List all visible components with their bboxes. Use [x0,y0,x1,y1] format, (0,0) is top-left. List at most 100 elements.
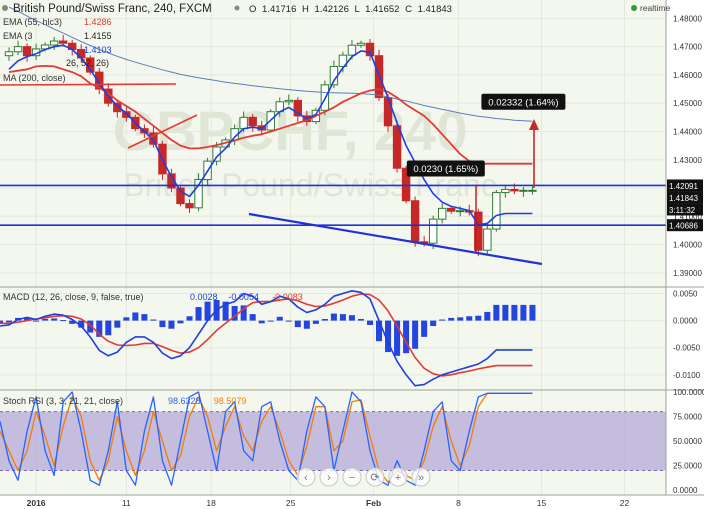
indicator-name[interactable]: EMA (55, hlc3) [3,17,62,27]
y-axis-labels: 1.48000 1.47000 1.46000 1.45000 1.44000 1.430… [667,14,704,495]
x-tick-label: 25 [286,498,296,508]
candle[interactable] [519,189,528,192]
candle[interactable] [428,218,438,244]
macd-histogram-bar [204,301,211,321]
stoch-title[interactable]: Stoch RSI (3, 3, 21, 21, close) [3,396,123,406]
candle[interactable] [501,188,510,194]
reset-button[interactable] [365,467,385,487]
macd-histogram-bar [105,320,112,336]
candle[interactable] [284,99,293,103]
ema55-line[interactable] [8,65,533,165]
candle[interactable] [58,40,68,44]
candle[interactable] [185,203,194,209]
price-panel[interactable]: 0.02332 (1.64%) 0.0230 (1.65%) [0,6,666,266]
visibility-icon[interactable] [234,5,240,11]
candle[interactable] [447,207,456,212]
macd-panel[interactable] [0,290,536,387]
candle[interactable] [113,102,122,113]
candle[interactable] [176,187,185,205]
candle[interactable] [149,132,158,145]
price-tick-label: 1.39000 [673,269,702,278]
macd-histogram-bar [520,304,527,321]
stoch-rsi-panel[interactable] [0,391,666,486]
candle[interactable] [293,99,303,117]
macd-histogram-bar [177,320,184,324]
zoom-in-button[interactable] [388,467,408,487]
macd-title[interactable]: MACD (12, 26, close, 9, false, true) [3,292,144,302]
x-tick-label: 18 [206,498,216,508]
candle[interactable] [22,46,32,57]
stoch-value: 98.5079 [214,396,247,406]
macd-histogram-bar [448,317,455,321]
x-tick-label: Feb [366,498,381,508]
macd-histogram-bar [439,319,446,321]
zoom-out-button[interactable] [342,467,362,487]
candle[interactable] [239,116,248,130]
candle[interactable] [392,125,402,169]
candle[interactable] [356,42,366,46]
macd-histogram-bar [195,307,202,321]
macd-histogram-bar [33,320,40,322]
price-tick-label: 1.48000 [673,14,702,23]
stoch-tick-label: 100.0000 [673,388,704,397]
candle[interactable] [122,111,131,118]
candle[interactable] [49,40,59,46]
price-tick-label: 1.43000 [673,156,702,165]
measure-callout[interactable] [481,93,566,110]
support-trend-line[interactable] [248,212,543,266]
candle[interactable] [474,211,483,251]
projection-arrowhead [529,119,539,130]
candle[interactable] [456,210,465,213]
x-tick-label: 22 [620,498,630,508]
macd-histogram-bar [330,313,337,321]
triangle-trend-line[interactable] [127,114,198,149]
x-tick-label: 8 [456,498,461,508]
candle[interactable] [492,192,501,230]
symbol-status-icon [2,5,8,11]
zoom-out-icon: − [349,472,355,484]
macd-tick-label: 0.0050 [673,290,698,299]
macd-histogram-bar [475,315,482,321]
candle[interactable] [338,54,348,67]
x-tick-label: 2016 [27,498,46,508]
scroll-left-button[interactable] [296,467,316,487]
candle[interactable] [410,200,420,243]
candle[interactable] [383,97,393,127]
stoch-k-line[interactable] [0,391,533,486]
symbol-title[interactable]: British Pound/Swiss Franc, 240, FXCM [13,3,212,15]
macd-histogram-bar [240,305,247,321]
candle[interactable] [437,207,447,220]
indicator-name[interactable]: MA (200, close) [3,73,66,83]
candle[interactable] [4,51,14,57]
price-tag-label: 1.41843 [669,194,698,203]
ema-fast-line[interactable] [8,44,533,226]
candle[interactable] [194,179,203,209]
indicator-name[interactable]: EMA (3 [3,31,33,41]
realtime-label: realtime [640,3,671,13]
candle[interactable] [483,228,492,251]
macd-line[interactable] [0,290,533,387]
candle[interactable] [95,71,104,90]
macd-histogram-bar [186,316,193,321]
scroll-right-button[interactable] [319,467,339,487]
candle[interactable] [401,167,411,202]
ma200-line[interactable] [8,6,533,122]
resistance-trend-line[interactable] [0,83,177,86]
candle[interactable] [347,44,357,56]
measure-callout-text: 0.0230 (1.65%) [413,164,478,175]
macd-histogram-bar [376,320,383,342]
ohlc-low: 1.41652 [365,4,399,15]
candle[interactable] [248,116,257,127]
candle[interactable] [510,188,519,192]
macd-histogram-bar [357,318,364,321]
scroll-end-button[interactable] [411,467,431,487]
candle[interactable] [528,189,537,192]
measure-callout[interactable] [406,160,485,177]
candle[interactable] [167,173,176,189]
macd-histogram-bar [412,320,419,349]
candle[interactable] [365,42,375,57]
macd-signal-line[interactable] [0,293,533,377]
candle[interactable] [13,46,23,53]
